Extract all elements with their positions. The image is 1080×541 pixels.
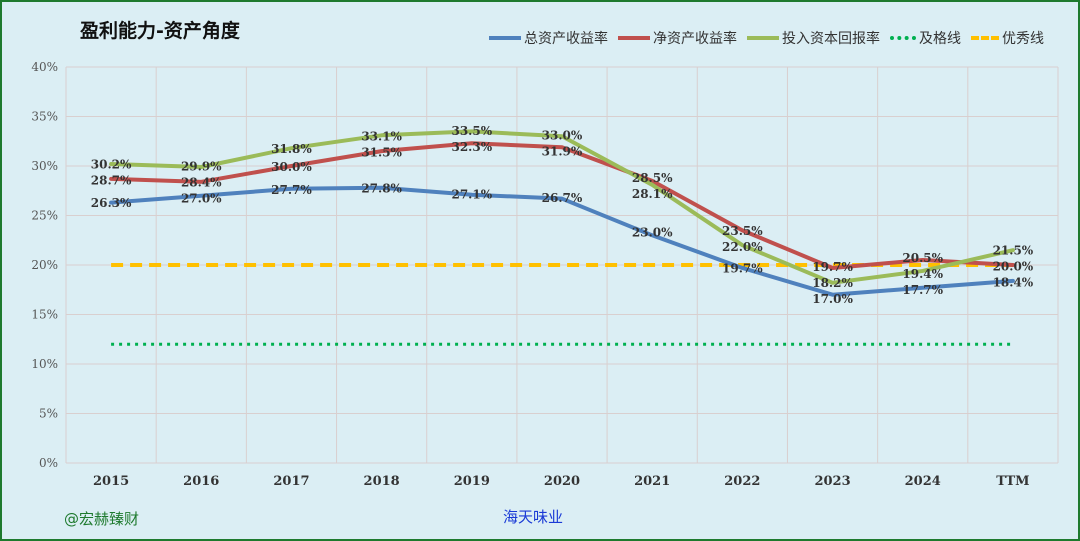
series-line-1 [109,141,1015,270]
data-label: 27.7% [271,183,312,197]
legend-label: 投入资本回报率 [782,31,880,47]
x-tick-label: 2022 [724,474,760,489]
legend-item-pass: 及格线 [890,28,961,48]
data-label: 31.8% [271,142,312,156]
legend-label: 及格线 [919,31,961,47]
x-tick-label: 2024 [905,474,941,489]
y-tick-label: 35% [31,110,58,124]
legend-item-roe: 净资产收益率 [618,28,737,48]
x-tick-label: TTM [996,474,1029,489]
data-label: 21.5% [993,243,1034,257]
x-tick-label: 2016 [183,474,219,489]
data-label: 33.0% [542,129,583,143]
data-label: 28.1% [632,187,673,201]
y-tick-label: 5% [39,407,58,421]
data-label: 19.4% [902,267,943,281]
y-tick-label: 25% [31,209,58,223]
x-tick-label: 2023 [814,474,850,489]
legend-swatch [618,36,650,40]
legend-swatch [971,36,999,40]
legend-label: 优秀线 [1002,31,1044,47]
data-label: 17.0% [812,292,853,306]
series-line-0 [109,185,1015,297]
data-label: 31.5% [361,145,402,159]
data-label: 18.2% [812,276,853,290]
data-label: 31.9% [542,145,583,159]
y-tick-label: 40% [31,60,58,74]
data-label: 27.8% [361,182,402,196]
y-tick-label: 20% [31,258,58,272]
data-label: 30.2% [91,158,132,172]
data-label: 23.0% [632,225,673,239]
data-label: 32.3% [451,140,492,154]
data-label: 28.7% [91,174,132,188]
x-tick-label: 2020 [544,474,580,489]
legend-label: 总资产收益率 [524,31,608,47]
legend-item-roa: 总资产收益率 [489,28,608,48]
data-label: 28.4% [181,176,222,190]
chart-title: 盈利能力-资产角度 [80,20,240,42]
y-tick-label: 0% [39,456,58,470]
company-name: 海天味业 [503,508,564,526]
y-tick-label: 15% [31,308,58,322]
data-label: 22.0% [722,240,763,254]
legend-item-roic: 投入资本回报率 [747,28,880,48]
data-label: 20.5% [902,251,943,265]
legend-label: 净资产收益率 [653,31,737,47]
legend-swatch [489,36,521,40]
legend-item-excellent: 优秀线 [971,28,1044,48]
x-tick-label: 2021 [634,474,670,489]
data-label: 26.3% [91,196,132,210]
series-line-2 [109,129,1015,285]
legend-swatch [890,36,916,40]
x-tick-label: 2018 [364,474,400,489]
legend: 总资产收益率 净资产收益率 投入资本回报率 及格线 优秀线 [489,28,1044,48]
data-label: 23.5% [722,224,763,238]
data-label: 19.7% [722,262,763,276]
x-tick-label: 2019 [454,474,490,489]
data-label: 20.0% [993,259,1034,273]
y-tick-label: 10% [31,357,58,371]
x-tick-label: 2015 [93,474,129,489]
data-label: 28.5% [632,171,673,185]
data-label: 29.9% [181,160,222,174]
legend-swatch [747,36,779,40]
data-label: 26.7% [542,191,583,205]
data-label: 33.1% [361,129,402,143]
data-label: 33.5% [451,124,492,138]
data-label: 27.1% [451,187,492,201]
data-label: 19.7% [812,260,853,274]
data-label: 30.0% [271,160,312,174]
data-label: 17.7% [902,283,943,297]
data-label: 18.4% [993,275,1034,289]
y-tick-label: 30% [31,159,58,173]
data-label: 27.0% [181,192,222,206]
x-tick-label: 2017 [273,474,309,489]
watermark: @宏赫臻财 [64,510,140,528]
